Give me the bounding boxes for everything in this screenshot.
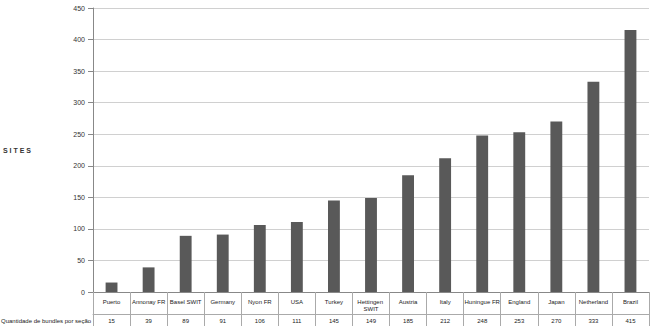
svg-text:89: 89 [182,318,189,324]
svg-text:Netherland: Netherland [579,299,608,305]
svg-text:Germany: Germany [210,299,235,305]
svg-text:111: 111 [292,318,302,324]
svg-text:350: 350 [73,68,85,75]
svg-text:149: 149 [366,318,377,324]
svg-text:Annonay FR: Annonay FR [132,299,166,305]
svg-text:300: 300 [73,99,85,106]
svg-text:Hettingen: Hettingen [357,299,384,305]
svg-text:333: 333 [588,318,599,324]
svg-text:212: 212 [440,318,451,324]
svg-text:Quantidade de bundles por seçã: Quantidade de bundles por seção [1,318,92,324]
svg-text:0: 0 [81,289,85,296]
svg-text:145: 145 [329,318,340,324]
svg-text:100: 100 [73,225,85,232]
svg-text:Nyon FR: Nyon FR [248,299,272,305]
svg-text:Huningue FR: Huningue FR [465,299,501,305]
svg-text:253: 253 [514,318,525,324]
svg-text:250: 250 [73,131,85,138]
svg-text:50: 50 [77,257,85,264]
svg-text:200: 200 [73,162,85,169]
svg-text:Turkey: Turkey [325,299,343,305]
svg-text:150: 150 [73,194,85,201]
svg-text:Basel SWIT: Basel SWIT [170,299,202,305]
svg-text:Japan: Japan [548,299,564,305]
svg-text:Brazil: Brazil [623,299,638,305]
svg-text:Italy: Italy [440,299,451,305]
svg-text:248: 248 [477,318,488,324]
svg-text:S I T E S: S I T E S [3,147,31,154]
svg-text:400: 400 [73,36,85,43]
svg-text:SWIT: SWIT [364,306,379,312]
svg-text:Puerto: Puerto [103,299,121,305]
svg-text:450: 450 [73,5,85,12]
svg-text:England: England [508,299,530,305]
svg-text:Austria: Austria [399,299,418,305]
svg-text:39: 39 [145,318,152,324]
svg-text:106: 106 [255,318,266,324]
svg-text:USA: USA [291,299,303,305]
svg-text:270: 270 [551,318,562,324]
svg-text:415: 415 [625,318,636,324]
svg-text:15: 15 [108,318,115,324]
svg-text:91: 91 [219,318,226,324]
svg-text:185: 185 [403,318,414,324]
